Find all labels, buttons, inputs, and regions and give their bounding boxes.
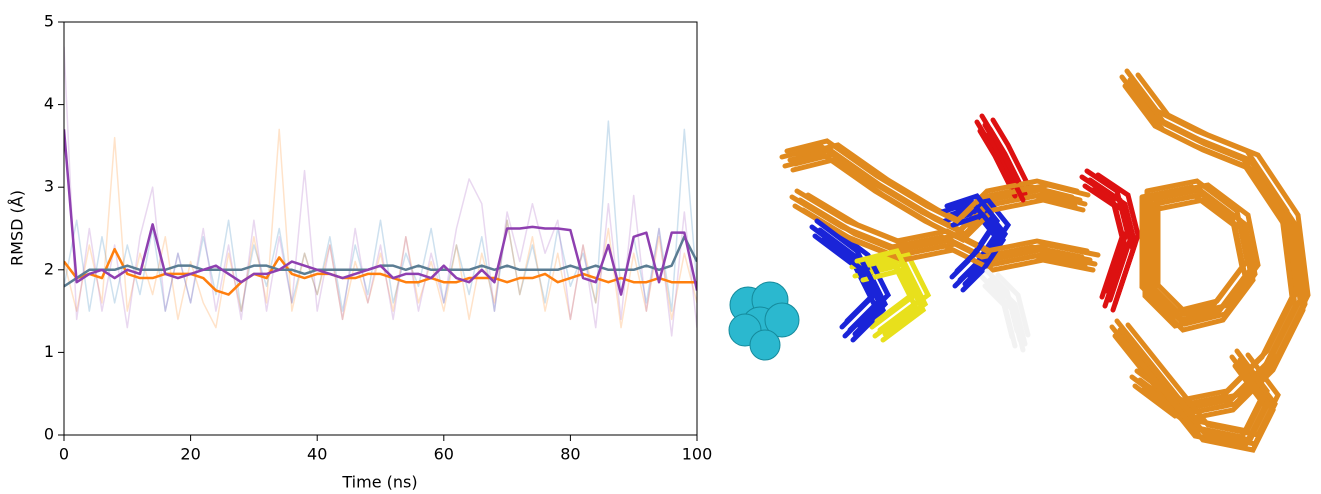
series-line <box>64 129 697 296</box>
series-line <box>64 247 697 296</box>
x-tick-label: 100 <box>682 445 713 464</box>
y-tick-label: 0 <box>44 425 54 444</box>
x-axis-label: Time (ns) <box>341 473 417 492</box>
x-tick-label: 60 <box>434 445 454 464</box>
x-tick-label: 80 <box>560 445 580 464</box>
plot-area <box>64 46 697 337</box>
x-tick-label: 40 <box>307 445 327 464</box>
y-tick-label: 2 <box>44 259 54 278</box>
x-tick-label: 20 <box>180 445 200 464</box>
plot-frame <box>63 21 698 436</box>
molecule-render <box>728 71 1308 450</box>
series-line <box>64 46 697 337</box>
y-tick-label: 1 <box>44 342 54 361</box>
y-tick-label: 3 <box>44 177 54 196</box>
x-tick-label: 0 <box>59 445 69 464</box>
y-axis-label: RMSD (Å) <box>8 190 27 266</box>
y-tick-label: 4 <box>44 94 54 113</box>
y-tick-label: 5 <box>44 12 54 31</box>
rmsd-chart: RMSD (Å) Time (ns) 0 20 40 60 80 100 0 1 2 3 4 5 <box>8 12 713 492</box>
series-line <box>64 120 697 312</box>
series-line <box>64 128 697 329</box>
